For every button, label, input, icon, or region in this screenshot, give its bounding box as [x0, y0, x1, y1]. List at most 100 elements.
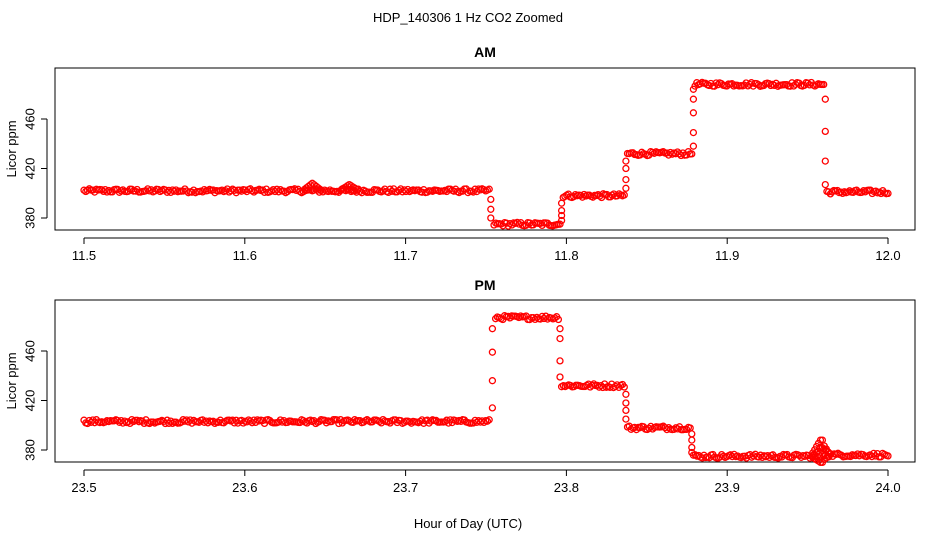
- pm-x-axis: 23.5 23.6 23.7 23.8 23.9 24.0: [71, 469, 901, 495]
- am-x-tick-label: 11.9: [715, 248, 739, 263]
- am-data-point: [844, 188, 852, 196]
- am-data-point: [151, 187, 159, 195]
- am-data-point: [536, 219, 545, 228]
- pm-x-tick-label: 23.9: [715, 480, 740, 495]
- am-data-point: [689, 95, 698, 103]
- pm-data-point: [622, 406, 630, 415]
- pm-data-point: [556, 357, 564, 365]
- figure-title: HDP_140306 1 Hz CO2 Zoomed: [373, 10, 563, 25]
- pm-data-point: [145, 419, 154, 428]
- pm-data-point: [457, 417, 465, 426]
- pm-data-point: [416, 417, 424, 426]
- am-data-point: [845, 187, 854, 195]
- am-data-point: [696, 80, 704, 88]
- pm-data-point: [590, 380, 598, 388]
- am-data-point: [487, 195, 495, 204]
- am-data-point: [638, 148, 646, 156]
- pm-data-point: [239, 419, 247, 427]
- pm-x-tick-label: 24.0: [875, 480, 900, 495]
- pm-x-tick-label: 23.8: [554, 480, 579, 495]
- pm-data-point: [824, 448, 832, 456]
- am-data-point: [188, 188, 196, 196]
- pm-data-point: [622, 399, 630, 407]
- am-data-point: [464, 188, 472, 197]
- pm-data-point: [124, 418, 132, 426]
- pm-x-tick-label: 23.5: [71, 480, 96, 495]
- pm-plot-frame: [54, 299, 916, 463]
- am-y-axis-label: Licor ppm: [4, 120, 19, 177]
- am-x-tick-label: 11.8: [554, 248, 578, 263]
- am-x-tick-label: 11.5: [72, 248, 96, 263]
- pm-data-point: [214, 418, 223, 426]
- am-data-point: [622, 175, 630, 184]
- am-data-point: [821, 127, 829, 136]
- am-x-axis: 11.5 11.6 11.7 11.8 11.9 12.0: [72, 237, 901, 263]
- am-data-point: [820, 80, 828, 89]
- pm-y-tick-label: 420: [22, 390, 37, 412]
- am-data-point: [324, 187, 332, 196]
- pm-data-point: [688, 443, 696, 452]
- pm-data-point: [884, 452, 892, 460]
- pm-data-point: [622, 390, 630, 398]
- pm-x-tick-label: 23.7: [393, 480, 418, 495]
- am-data-point: [689, 85, 698, 93]
- am-data-point: [576, 191, 585, 200]
- am-data-point: [557, 206, 566, 215]
- pm-data-point: [688, 448, 696, 457]
- pm-data-point: [485, 416, 493, 424]
- pm-data-point: [375, 417, 384, 426]
- am-y-tick-label: 420: [22, 158, 37, 180]
- am-data-point: [556, 220, 564, 228]
- am-data-point: [620, 191, 628, 199]
- am-data-point: [613, 192, 621, 200]
- pm-data-point: [483, 417, 492, 425]
- pm-data-point: [556, 334, 564, 343]
- pm-data-point: [488, 404, 497, 412]
- pm-data-point: [168, 419, 177, 428]
- am-data-point: [200, 185, 208, 194]
- pm-data-point: [202, 417, 210, 425]
- am-data-point: [557, 199, 566, 207]
- am-data-point: [154, 185, 162, 194]
- am-data-point: [622, 164, 630, 173]
- pm-x-tick-label: 23.6: [232, 480, 257, 495]
- pm-data-point: [554, 315, 563, 324]
- pm-data-point: [182, 416, 191, 424]
- am-data-point: [485, 185, 493, 193]
- pm-data-point: [128, 416, 136, 424]
- pm-data-point: [551, 314, 559, 322]
- am-data-point: [414, 186, 423, 194]
- am-data-point: [610, 190, 618, 198]
- am-data-point: [689, 142, 698, 150]
- am-data-point: [557, 211, 566, 220]
- am-data-point: [557, 216, 566, 225]
- pm-data-point: [620, 383, 628, 391]
- am-data-point: [821, 95, 829, 103]
- am-data-point: [85, 185, 93, 193]
- am-data-point: [659, 148, 667, 156]
- am-data-point: [526, 219, 534, 227]
- am-data-point: [821, 157, 829, 165]
- am-data-point: [103, 188, 111, 196]
- am-y-tick-label: 380: [22, 207, 37, 229]
- pm-data-point: [682, 425, 691, 434]
- pm-data-point: [140, 419, 148, 428]
- am-x-tick-label: 12.0: [875, 248, 900, 263]
- am-data-point: [513, 218, 521, 227]
- pm-y-axis-label: Licor ppm: [4, 352, 19, 409]
- pm-y-tick-label: 460: [22, 340, 37, 362]
- pm-data-point: [306, 416, 315, 424]
- pm-y-axis: 380 420 460: [22, 340, 48, 461]
- am-data-point: [487, 214, 495, 222]
- pm-data-point: [126, 419, 134, 428]
- am-data-point: [622, 184, 630, 192]
- pm-data-point: [622, 415, 630, 423]
- pm-data-point: [278, 418, 286, 426]
- pm-data-point: [478, 417, 486, 425]
- pm-data-point: [488, 377, 497, 385]
- pm-data-points: [80, 312, 892, 467]
- am-plot-frame: [54, 67, 916, 231]
- am-data-point: [128, 185, 136, 193]
- am-data-point: [83, 186, 92, 194]
